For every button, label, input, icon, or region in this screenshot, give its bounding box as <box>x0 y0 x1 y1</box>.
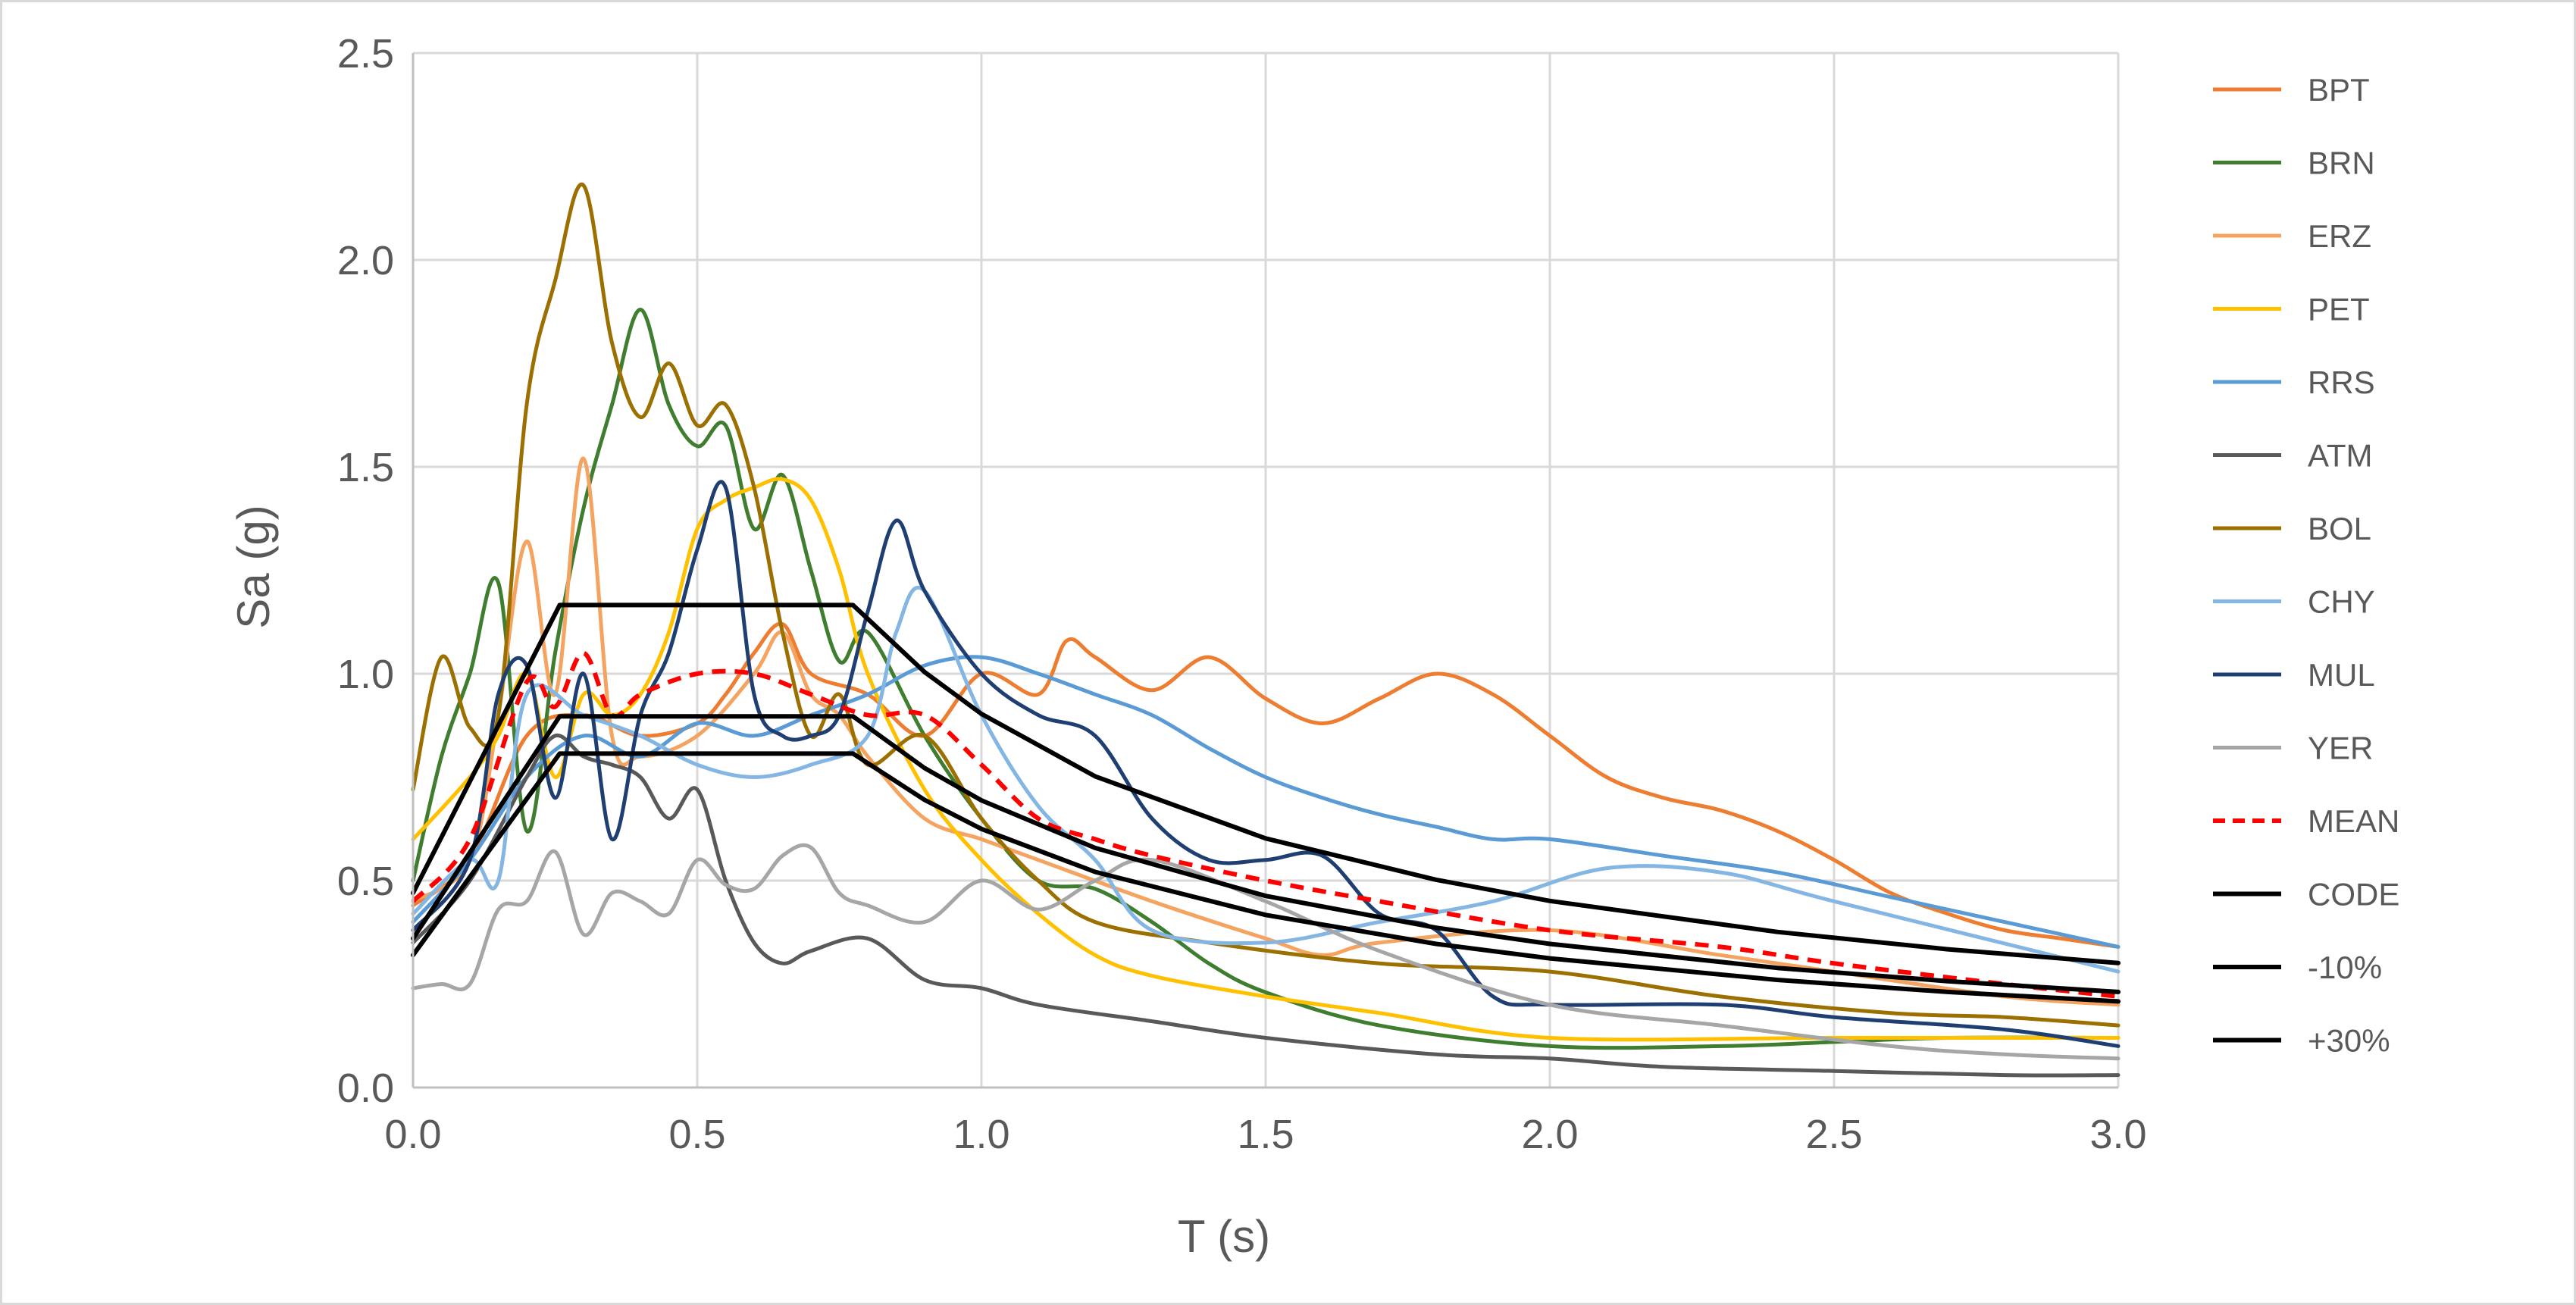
legend-label: BPT <box>2308 72 2370 108</box>
y-tick-label: 1.5 <box>337 445 394 490</box>
y-tick-label: 1.0 <box>337 652 394 697</box>
legend-label: ERZ <box>2308 218 2371 254</box>
x-tick-label: 0.5 <box>668 1112 725 1157</box>
legend-label: BOL <box>2308 511 2371 546</box>
x-axis-title: T (s) <box>1178 1211 1270 1262</box>
legend-label: CODE <box>2308 877 2399 912</box>
series-line-chy <box>411 585 2121 974</box>
x-tick-label: 2.0 <box>1521 1112 1578 1157</box>
series-line-+30pct <box>411 602 2121 965</box>
series-line-rrs <box>411 655 2121 949</box>
legend-label: -10% <box>2308 950 2382 985</box>
series-line-mean <box>411 650 2119 999</box>
series-line-atm <box>411 734 2121 1078</box>
legend-label: YER <box>2308 731 2373 766</box>
y-tick-label: 2.0 <box>337 238 394 283</box>
legend-label: +30% <box>2308 1023 2390 1059</box>
y-tick-label: 0.5 <box>337 859 394 904</box>
legend-label: MUL <box>2308 657 2375 693</box>
legend: BPT BRN ERZ PET RRS ATM BOL CHY MUL YER MEAN CODE -1… <box>2213 72 2399 1059</box>
series-line-yer <box>411 843 2121 1061</box>
legend-label: ATM <box>2308 438 2373 474</box>
x-tick-label: 3.0 <box>2089 1112 2146 1157</box>
legend-label: RRS <box>2308 365 2375 400</box>
series-lines <box>411 182 2121 1078</box>
y-axis-title: Sa (g) <box>228 505 279 628</box>
x-tick-label: 0.0 <box>384 1112 441 1157</box>
series-line-brn <box>411 308 2121 1050</box>
y-tick-label: 2.5 <box>337 31 394 77</box>
series-line--10pct <box>411 751 2121 1004</box>
legend-label: PET <box>2308 292 2370 327</box>
gridlines <box>413 52 2120 1088</box>
x-tick-label: 2.5 <box>1805 1112 1862 1157</box>
series-line-bol <box>411 182 2121 1028</box>
x-tick-label: 1.0 <box>953 1112 1009 1157</box>
legend-label: BRN <box>2308 146 2375 181</box>
legend-label: CHY <box>2308 584 2375 620</box>
axes: 0.0 0.5 1.0 1.5 2.0 2.5 3.0 0.0 0.5 1.0 1.5 2.0 2.5 <box>337 31 2147 1157</box>
y-tick-label: 0.0 <box>337 1066 394 1111</box>
legend-label: MEAN <box>2308 803 2399 839</box>
series-line-code <box>411 714 2121 994</box>
series-line-mul <box>411 480 2121 1048</box>
x-tick-label: 1.5 <box>1237 1112 1294 1157</box>
